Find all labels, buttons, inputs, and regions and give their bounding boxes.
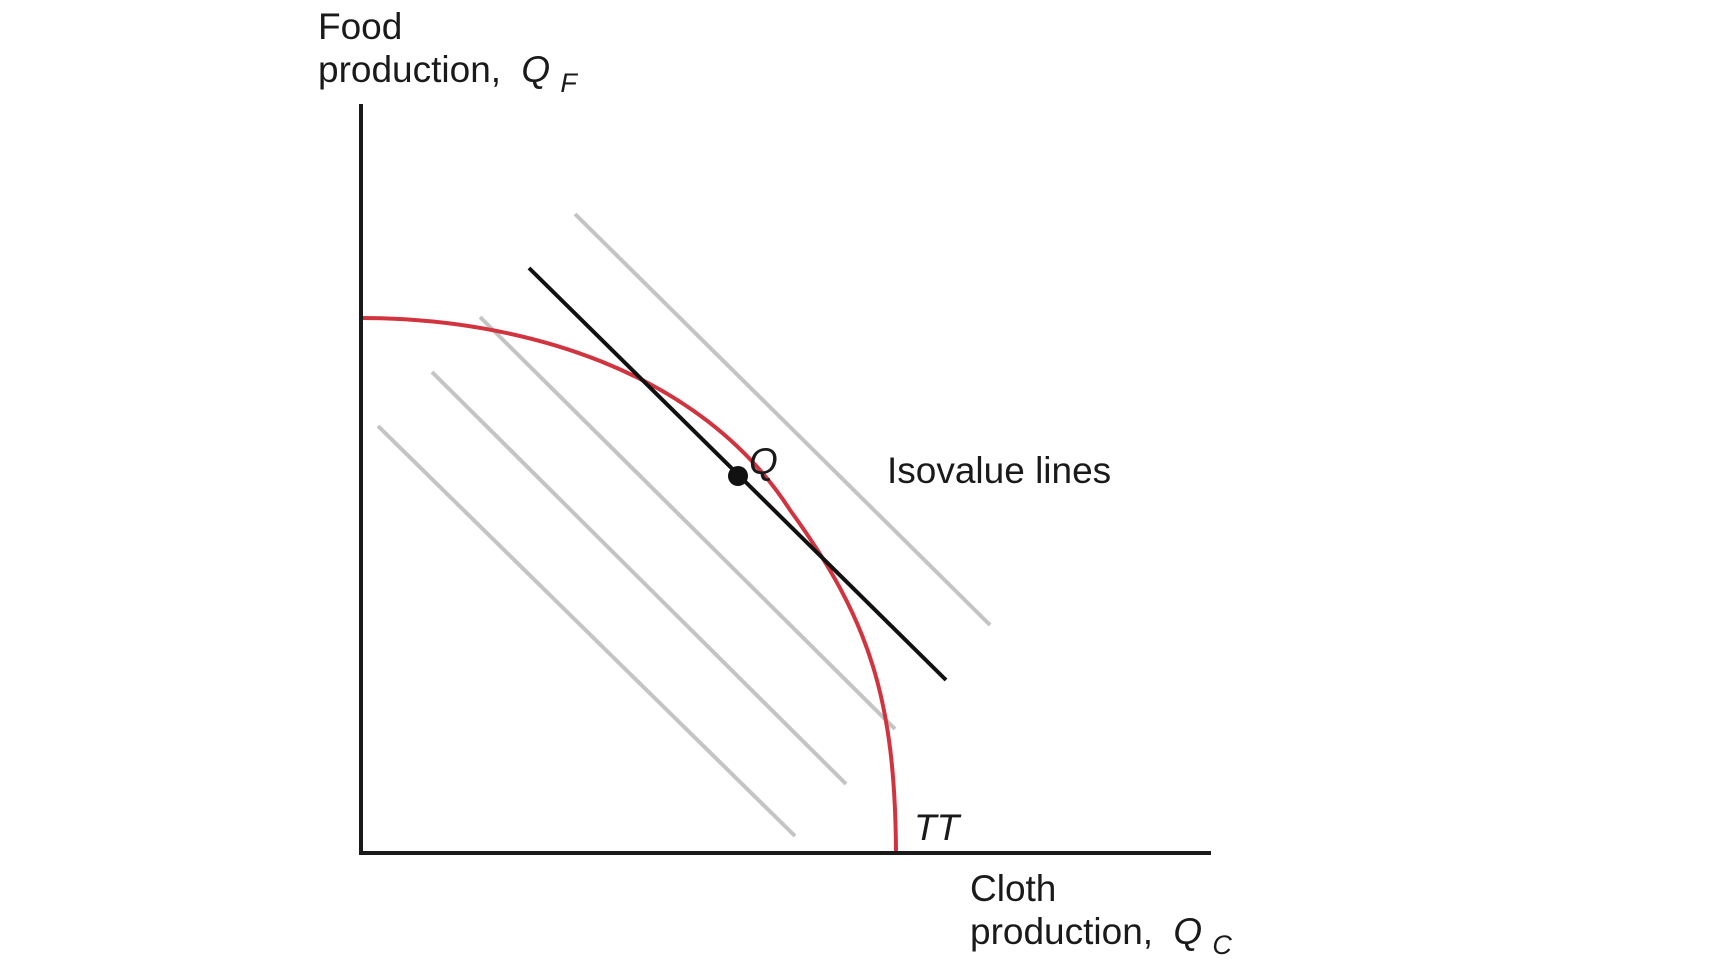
axes: [359, 104, 1211, 855]
x-axis-label-line1: Cloth: [970, 868, 1056, 909]
isovalue-line: [478, 315, 897, 731]
y-axis-variable: Q: [521, 49, 550, 90]
isovalue-line: [573, 212, 992, 627]
tangency-point: [728, 466, 748, 486]
y-axis-variable-subscript: F: [560, 68, 578, 98]
isovalue-lines-label: Isovalue lines: [887, 450, 1111, 491]
y-axis-label-line2: production, Q F: [318, 49, 578, 98]
y-axis-label-text: production,: [318, 49, 501, 90]
x-axis-variable-subscript: C: [1212, 930, 1232, 960]
x-axis-label-text: production,: [970, 911, 1153, 952]
x-axis-variable: Q: [1173, 911, 1202, 952]
isovalue-lines: [376, 212, 992, 838]
production-frontier-curve: [360, 316, 898, 853]
isovalue-line: [376, 424, 797, 838]
isovalue-line: [430, 370, 848, 786]
y-axis-label-line1: Food: [318, 6, 402, 47]
frontier-label: TT: [914, 807, 962, 848]
point-label: Q: [749, 441, 778, 482]
x-axis-label-line2: production, Q C: [970, 911, 1232, 960]
